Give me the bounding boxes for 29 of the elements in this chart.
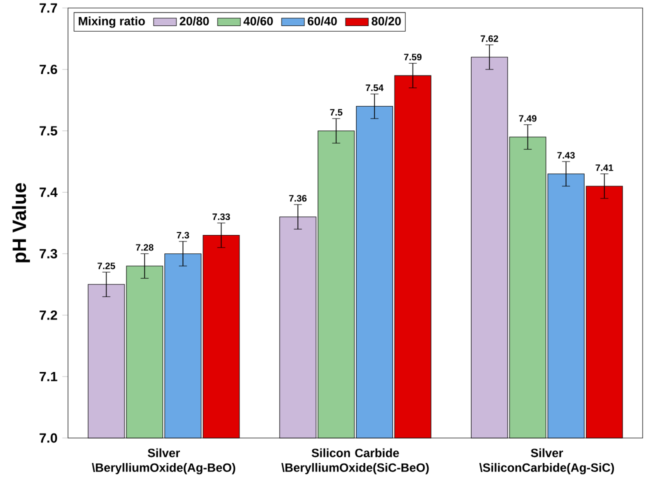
data-label: 7.36 xyxy=(289,195,307,202)
data-label: 7.54 xyxy=(366,84,384,92)
y-tick-label: 7.1 xyxy=(40,372,58,382)
data-label: 7.3 xyxy=(176,232,190,238)
data-label: 7.62 xyxy=(480,35,498,42)
data-label: 7.25 xyxy=(98,262,116,270)
data-label: 7.41 xyxy=(596,164,614,171)
legend-title: Mixing ratio xyxy=(78,16,145,28)
y-tick-label: 7.4 xyxy=(40,188,58,197)
y-axis-title: pH Value xyxy=(12,183,30,262)
data-label: 7.49 xyxy=(519,115,536,122)
y-tick-label: 7.3 xyxy=(40,248,58,258)
x-tick-label: Silver \BerylliumOxide(Ag-BeO) xyxy=(92,448,236,474)
legend-label: 20/80 xyxy=(180,16,209,26)
data-label: 7.33 xyxy=(212,213,230,220)
data-label: 7.28 xyxy=(136,244,154,251)
y-tick-label: 7.5 xyxy=(40,126,58,136)
legend-label: 80/20 xyxy=(372,16,401,26)
y-tick-label: 7.0 xyxy=(40,433,58,443)
x-tick-label: Silicon Carbide \BerylliumOxide(SiC-BeO) xyxy=(281,448,429,474)
data-label: 7.59 xyxy=(404,54,422,60)
legend-label: 40/60 xyxy=(243,16,273,26)
y-tick-label: 7.7 xyxy=(40,3,58,13)
data-label: 7.5 xyxy=(330,109,342,116)
x-tick-label: Silver \SiliconCarbide(Ag-SiC) xyxy=(479,448,614,474)
y-tick-label: 7.6 xyxy=(40,64,58,74)
legend-label: 60/40 xyxy=(308,16,337,26)
data-label: 7.43 xyxy=(557,152,575,159)
y-tick-label: 7.2 xyxy=(40,310,58,320)
